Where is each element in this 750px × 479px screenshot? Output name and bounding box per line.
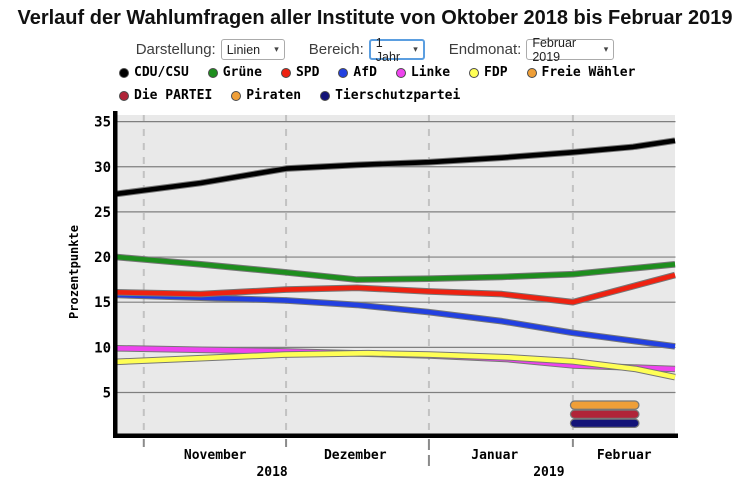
x-axis-line: [113, 433, 678, 438]
legend-dot-freie-waehler: [526, 67, 537, 78]
axis-labels: 5 10 15 20 25 30 35 November Dezember Januar Febru…: [94, 115, 652, 479]
y-tick-label: 10: [94, 340, 111, 356]
controls-bar: Darstellung: Linien ▾ Bereich: 1 Jahr ▾ …: [0, 36, 750, 64]
legend-label: Grüne: [222, 65, 262, 80]
page-title: Verlauf der Wahlumfragen aller Institute…: [17, 7, 733, 29]
bereich-select[interactable]: 1 Jahr ▾: [368, 36, 425, 64]
legend-label: CDU/CSU: [134, 65, 189, 80]
endmonat-select[interactable]: Februar 2019 ▾: [526, 36, 615, 64]
darstellung-label: Darstellung:: [135, 41, 216, 58]
legend-item-fdp: FDP: [469, 65, 508, 80]
legend-dot-linke: [395, 67, 406, 78]
legend-item-spd: SPD: [280, 65, 320, 80]
darstellung-select[interactable]: Linien ▾: [220, 39, 285, 60]
series-line-fdp: [116, 350, 676, 380]
legend-row-2: Die PARTEI Piraten Tierschutzpartei: [119, 88, 635, 103]
legend-dot-afd: [338, 67, 349, 78]
y-axis-title: Prozentpunkte: [67, 225, 81, 319]
endmonat-group: Endmonat: Februar 2019 ▾: [448, 36, 615, 64]
bereich-group: Bereich: 1 Jahr ▾: [308, 36, 425, 64]
x-month-label-november: November: [184, 448, 247, 463]
x-year-label-2018: 2018: [256, 465, 287, 479]
series-line-spd: [116, 272, 676, 305]
endmonat-value: Februar 2019: [532, 35, 577, 64]
legend-dot-fdp: [469, 67, 480, 78]
legend-dot-spd: [280, 67, 291, 78]
legend-item-gruene: Grüne: [207, 65, 262, 80]
y-axis-line: [113, 111, 118, 438]
legend-dot-tierschutzpartei: [320, 90, 331, 101]
legend-label: Piraten: [246, 88, 302, 103]
y-tick-label: 5: [103, 386, 111, 402]
legend-item-piraten: Piraten: [231, 88, 301, 103]
legend-label: FDP: [484, 65, 508, 80]
legend-dot-die-partei: [119, 90, 129, 101]
legend-label: Die PARTEI: [134, 88, 213, 103]
legend-label: AfD: [353, 65, 377, 80]
darstellung-group: Darstellung: Linien ▾: [136, 39, 285, 60]
series-line-gr-ne: [116, 254, 676, 282]
legend-item-tierschutzpartei: Tierschutzpartei: [320, 88, 460, 103]
x-month-label-dezember: Dezember: [324, 448, 387, 463]
y-tick-label: 15: [94, 295, 111, 311]
legend-item-cdu-csu: CDU/CSU: [119, 65, 189, 80]
legend-item-afd: AfD: [338, 65, 377, 80]
y-tick-label: 20: [94, 250, 111, 266]
y-tick-label: 30: [94, 160, 111, 176]
legend-label: SPD: [295, 65, 320, 80]
dropdown-arrow-icon: ▾: [274, 44, 279, 54]
legend-item-linke: Linke: [395, 65, 451, 80]
y-tick-label: 25: [94, 205, 111, 221]
bereich-value: 1 Jahr: [375, 35, 401, 64]
legend-item-die-partei: Die PARTEI: [119, 88, 212, 103]
x-year-label-2019: 2019: [533, 465, 564, 479]
legend-dot-cdu-csu: [119, 67, 129, 78]
endmonat-label: Endmonat:: [448, 41, 522, 58]
legend-label: Freie Wähler: [541, 65, 636, 80]
series-line-afd: [116, 292, 676, 349]
bereich-label: Bereich:: [308, 41, 364, 58]
legend-label: Tierschutzpartei: [335, 88, 461, 103]
legend-item-freie-waehler: Freie Wähler: [526, 65, 636, 80]
y-tick-label: 35: [94, 115, 111, 131]
legend-dot-gruene: [207, 67, 218, 78]
legend-row-1: CDU/CSU Grüne SPD AfD Linke FDP: [119, 65, 635, 80]
legend-label: Linke: [410, 65, 451, 80]
dropdown-arrow-icon: ▾: [603, 44, 609, 54]
dropdown-arrow-icon: ▾: [413, 44, 418, 54]
x-month-label-januar: Januar: [471, 448, 518, 463]
legend-dot-piraten: [231, 90, 242, 101]
chart-legend: CDU/CSU Grüne SPD AfD Linke FDP: [119, 65, 635, 111]
darstellung-value: Linien: [226, 42, 261, 57]
series-line-cdu-csu: [116, 138, 676, 197]
x-month-label-februar: Februar: [597, 448, 652, 463]
series-lines: [116, 137, 676, 428]
